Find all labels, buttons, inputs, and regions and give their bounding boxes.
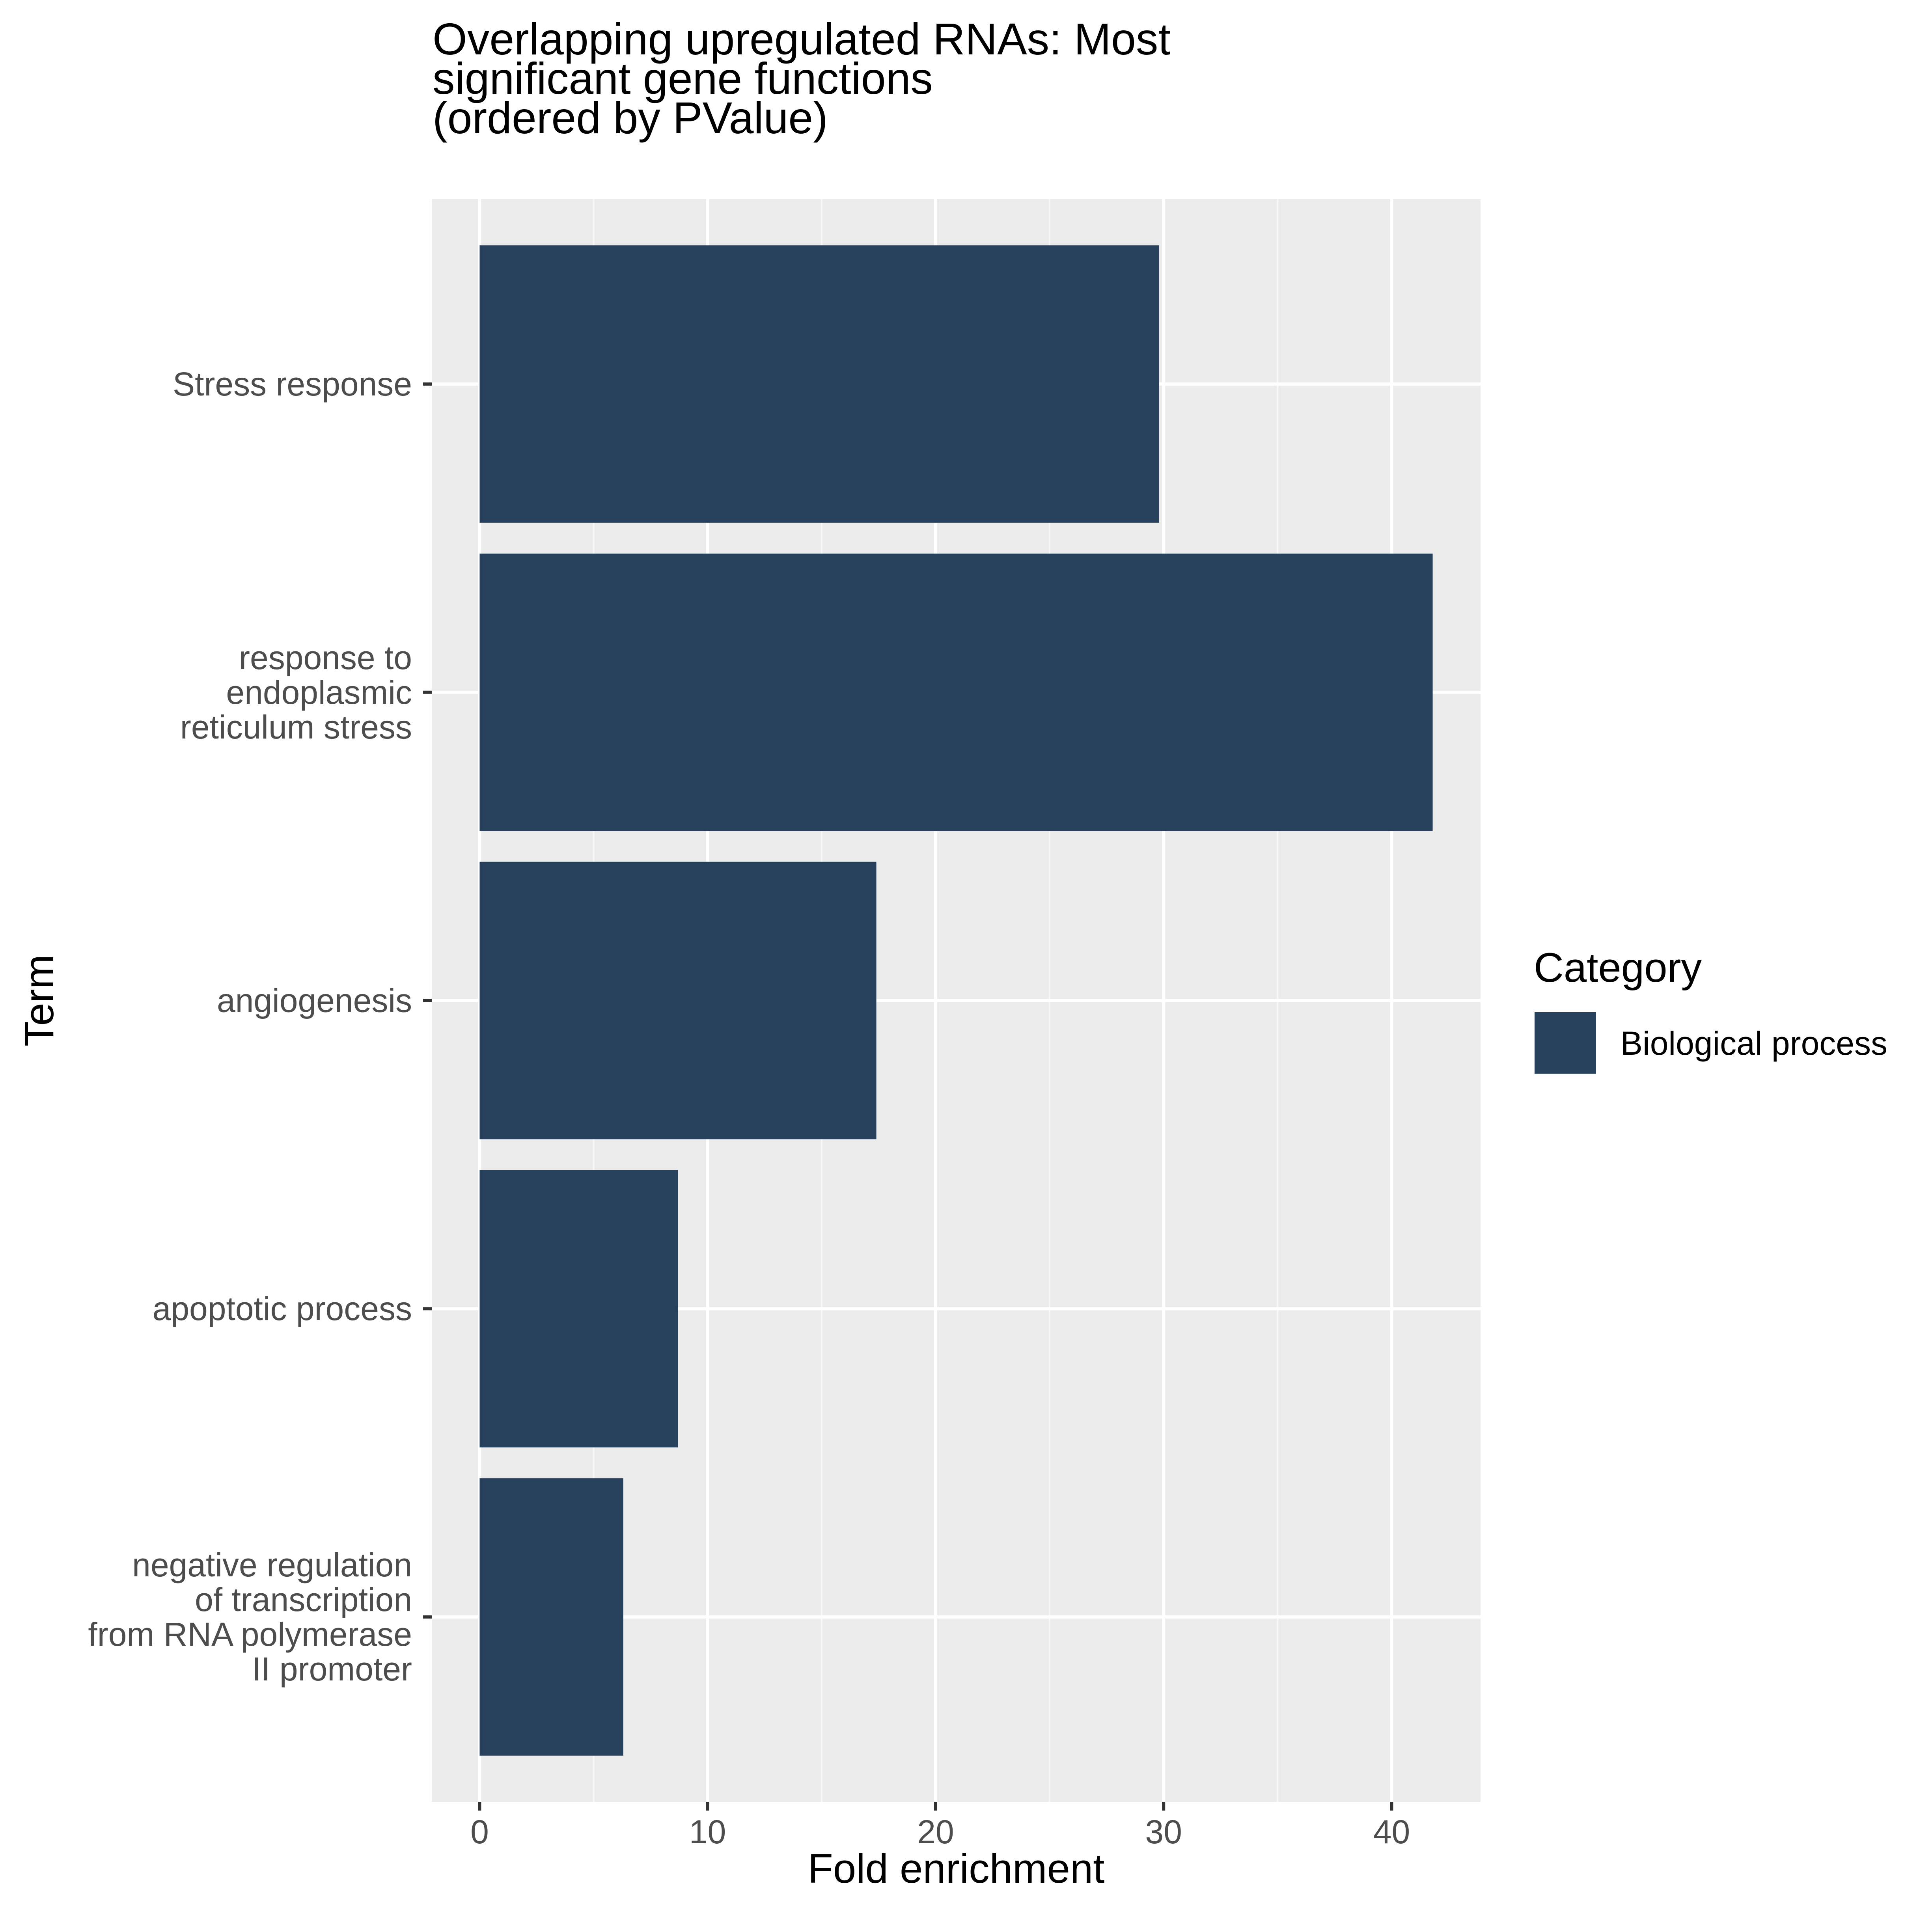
y-tick-label: II promoter: [252, 1650, 412, 1688]
y-tick-label: angiogenesis: [217, 982, 412, 1019]
y-axis-title: Term: [16, 955, 62, 1046]
y-tick-label: response to: [239, 639, 412, 676]
y-tick-label: apoptotic process: [153, 1290, 412, 1327]
x-axis-title: Fold enrichment: [808, 1846, 1105, 1892]
bar: [479, 1170, 678, 1448]
legend-label: Biological process: [1621, 1025, 1887, 1062]
y-tick-label: Stress response: [173, 366, 412, 403]
chart-title-line: significant gene functions: [433, 54, 933, 103]
x-tick-label: 30: [1145, 1813, 1182, 1850]
x-tick-label: 40: [1373, 1813, 1410, 1850]
x-tick-label: 10: [689, 1813, 726, 1850]
y-tick-label: endoplasmic: [226, 674, 412, 711]
y-tick-label: reticulum stress: [180, 709, 412, 746]
bar: [479, 1478, 623, 1756]
x-tick-label: 0: [470, 1813, 489, 1850]
legend-key: [1533, 1011, 1598, 1075]
legend-title: Category: [1534, 945, 1702, 991]
y-tick-label: of transcription: [195, 1581, 412, 1618]
chart-title-line: (ordered by PValue): [433, 93, 828, 143]
bar: [479, 245, 1159, 523]
x-tick-label: 20: [917, 1813, 954, 1850]
bar: [479, 553, 1433, 831]
bar: [479, 862, 876, 1139]
y-tick-label: from RNA polymerase: [88, 1616, 412, 1653]
y-tick-label: negative regulation: [132, 1546, 412, 1583]
chart-title-line: Overlapping upregulated RNAs: Most: [433, 14, 1171, 64]
